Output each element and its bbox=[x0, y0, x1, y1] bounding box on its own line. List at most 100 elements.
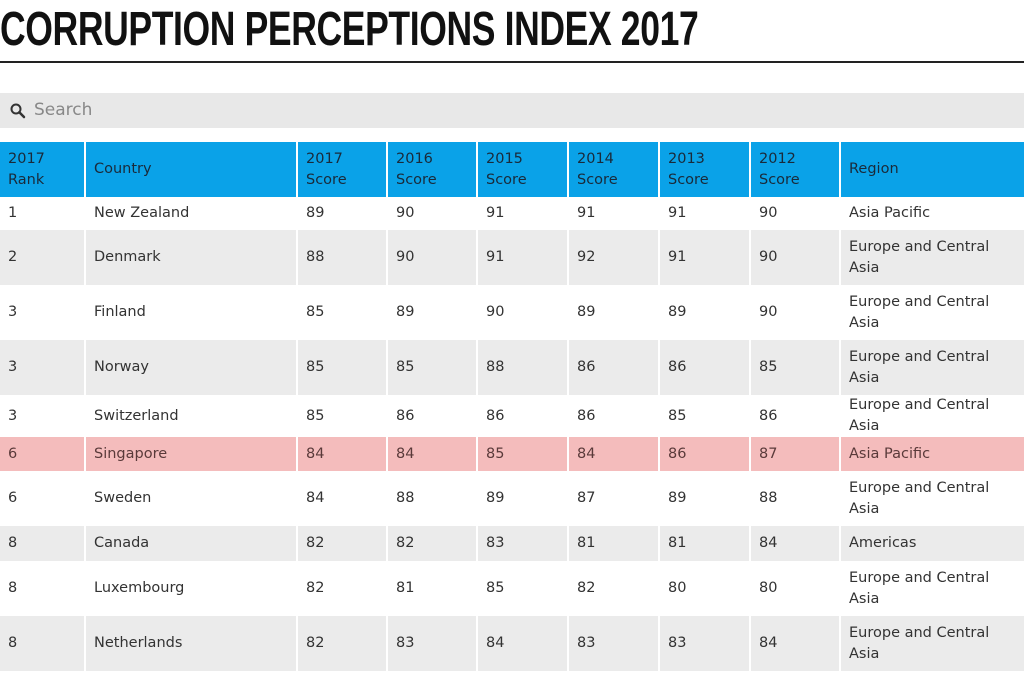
column-header[interactable]: 2017 Rank bbox=[0, 142, 85, 197]
region-cell: Europe and Central Asia bbox=[839, 395, 1024, 437]
number-cell: 86 bbox=[476, 395, 568, 437]
column-header-text: 2015 Score bbox=[486, 150, 527, 188]
column-header[interactable]: 2016 Score bbox=[386, 142, 477, 197]
number-cell: 6 bbox=[0, 437, 85, 471]
number-cell: 88 bbox=[296, 230, 387, 285]
search-placeholder: Search bbox=[34, 100, 93, 120]
number-cell: 89 bbox=[567, 285, 659, 340]
number-cell: 80 bbox=[658, 561, 750, 616]
number-cell: 81 bbox=[658, 526, 750, 561]
number-cell: 90 bbox=[386, 197, 477, 230]
number-cell: 91 bbox=[476, 230, 568, 285]
column-header-text: 2012 Score bbox=[759, 150, 800, 188]
column-header-text: 2016 Score bbox=[396, 150, 437, 188]
number-cell: 3 bbox=[8, 304, 18, 320]
number-cell: 82 bbox=[296, 561, 387, 616]
number-cell: 8 bbox=[8, 580, 18, 596]
country-cell: Canada bbox=[84, 526, 297, 561]
number-cell: 80 bbox=[749, 561, 840, 616]
number-cell: 83 bbox=[476, 526, 568, 561]
number-cell: 84 bbox=[567, 437, 659, 471]
country-cell: Switzerland bbox=[84, 395, 297, 437]
number-cell: 81 bbox=[386, 561, 477, 616]
table-row: 2 Denmark 88 90 91 92 91 90 Europe and Central A… bbox=[0, 230, 1024, 285]
number-cell: 85 bbox=[476, 437, 568, 471]
number-cell: 3 bbox=[8, 407, 18, 424]
number-cell: 90 bbox=[386, 230, 477, 285]
number-cell: 88 bbox=[749, 471, 840, 526]
number-cell: 87 bbox=[567, 471, 659, 526]
region-cell: Americas bbox=[839, 526, 1024, 561]
number-cell: 2 bbox=[0, 230, 85, 285]
column-header-text: 2013 Score bbox=[668, 150, 709, 188]
number-cell: 91 bbox=[567, 197, 659, 230]
region-cell: Europe and Central Asia bbox=[839, 285, 1024, 340]
number-cell: 84 bbox=[749, 616, 840, 671]
table-row: 3 Switzerland 85 86 86 86 85 86 Europe and Centr… bbox=[0, 395, 1024, 437]
search-box[interactable]: Search bbox=[0, 93, 1024, 128]
number-cell: 85 bbox=[658, 395, 750, 437]
region-cell: Europe and Central Asia bbox=[839, 471, 1024, 526]
column-header[interactable]: Country bbox=[84, 142, 297, 197]
number-cell: 8 bbox=[0, 526, 85, 561]
header-row: 2017 Rank Country 2017 Score 2016 Score 2015… bbox=[0, 142, 1024, 197]
number-cell: 86 bbox=[658, 340, 750, 395]
number-cell: 86 bbox=[567, 395, 659, 437]
number-cell: 85 bbox=[386, 340, 477, 395]
number-cell: 84 bbox=[386, 437, 477, 471]
number-cell: 82 bbox=[296, 616, 387, 671]
number-cell: 88 bbox=[476, 340, 568, 395]
column-header-text: Country bbox=[94, 161, 152, 177]
number-cell: 86 bbox=[567, 340, 659, 395]
table-row: 8 Luxembourg 82 81 85 82 80 80 Europe and Centra… bbox=[0, 561, 1024, 616]
country-cell: Luxembourg bbox=[84, 561, 297, 616]
number-cell: 82 bbox=[567, 561, 659, 616]
region-cell: Europe and Central Asia bbox=[839, 616, 1024, 671]
column-header[interactable]: 2015 Score bbox=[476, 142, 568, 197]
number-cell: 8 bbox=[0, 616, 85, 671]
table-row: 3 Norway 85 85 88 86 86 85 Europe and Central As… bbox=[0, 340, 1024, 395]
number-cell: 84 bbox=[296, 437, 387, 471]
number-cell: 91 bbox=[658, 197, 750, 230]
region-cell: Europe and Central Asia bbox=[839, 340, 1024, 395]
number-cell: 87 bbox=[749, 437, 840, 471]
table-body: 1 New Zealand 89 90 91 91 91 90 Asia Pacific 2 Den… bbox=[0, 197, 1024, 671]
number-cell: 89 bbox=[658, 471, 750, 526]
table-row: 6 Sweden 84 88 89 87 89 88 Europe and Central As… bbox=[0, 471, 1024, 526]
column-header[interactable]: 2014 Score bbox=[567, 142, 659, 197]
number-cell: 89 bbox=[658, 285, 750, 340]
number-cell: 84 bbox=[749, 526, 840, 561]
number-cell: 89 bbox=[386, 285, 477, 340]
number-cell: 83 bbox=[567, 616, 659, 671]
country-cell: Singapore bbox=[84, 437, 297, 471]
number-cell: 6 bbox=[8, 490, 18, 506]
column-header[interactable]: 2017 Score bbox=[296, 142, 387, 197]
column-header[interactable]: 2013 Score bbox=[658, 142, 750, 197]
search-icon bbox=[10, 103, 26, 119]
page-title: CORRUPTION PERCEPTIONS INDEX 2017 bbox=[0, 3, 699, 56]
number-cell: 92 bbox=[567, 230, 659, 285]
column-header-text: 2017 Score bbox=[306, 150, 347, 188]
table-row: 8 Canada 82 82 83 81 81 84 Americas bbox=[0, 526, 1024, 561]
number-cell: 86 bbox=[749, 395, 840, 437]
column-header-text: 2014 Score bbox=[577, 150, 618, 188]
number-cell: 85 bbox=[296, 285, 387, 340]
column-header[interactable]: 2012 Score bbox=[749, 142, 840, 197]
number-cell: 81 bbox=[567, 526, 659, 561]
country-cell: New Zealand bbox=[84, 197, 297, 230]
number-cell: 86 bbox=[386, 395, 477, 437]
column-header[interactable]: Region bbox=[839, 142, 1024, 197]
column-header-text: 2017 Rank bbox=[8, 150, 45, 188]
number-cell: 88 bbox=[386, 471, 477, 526]
number-cell: 90 bbox=[749, 197, 840, 230]
number-cell: 83 bbox=[386, 616, 477, 671]
region-cell: Asia Pacific bbox=[839, 197, 1024, 230]
number-cell: 91 bbox=[658, 230, 750, 285]
country-cell: Finland bbox=[84, 285, 297, 340]
number-cell: 91 bbox=[476, 197, 568, 230]
country-cell: Denmark bbox=[84, 230, 297, 285]
number-cell: 86 bbox=[658, 437, 750, 471]
number-cell: 89 bbox=[476, 471, 568, 526]
country-cell: Netherlands bbox=[84, 616, 297, 671]
